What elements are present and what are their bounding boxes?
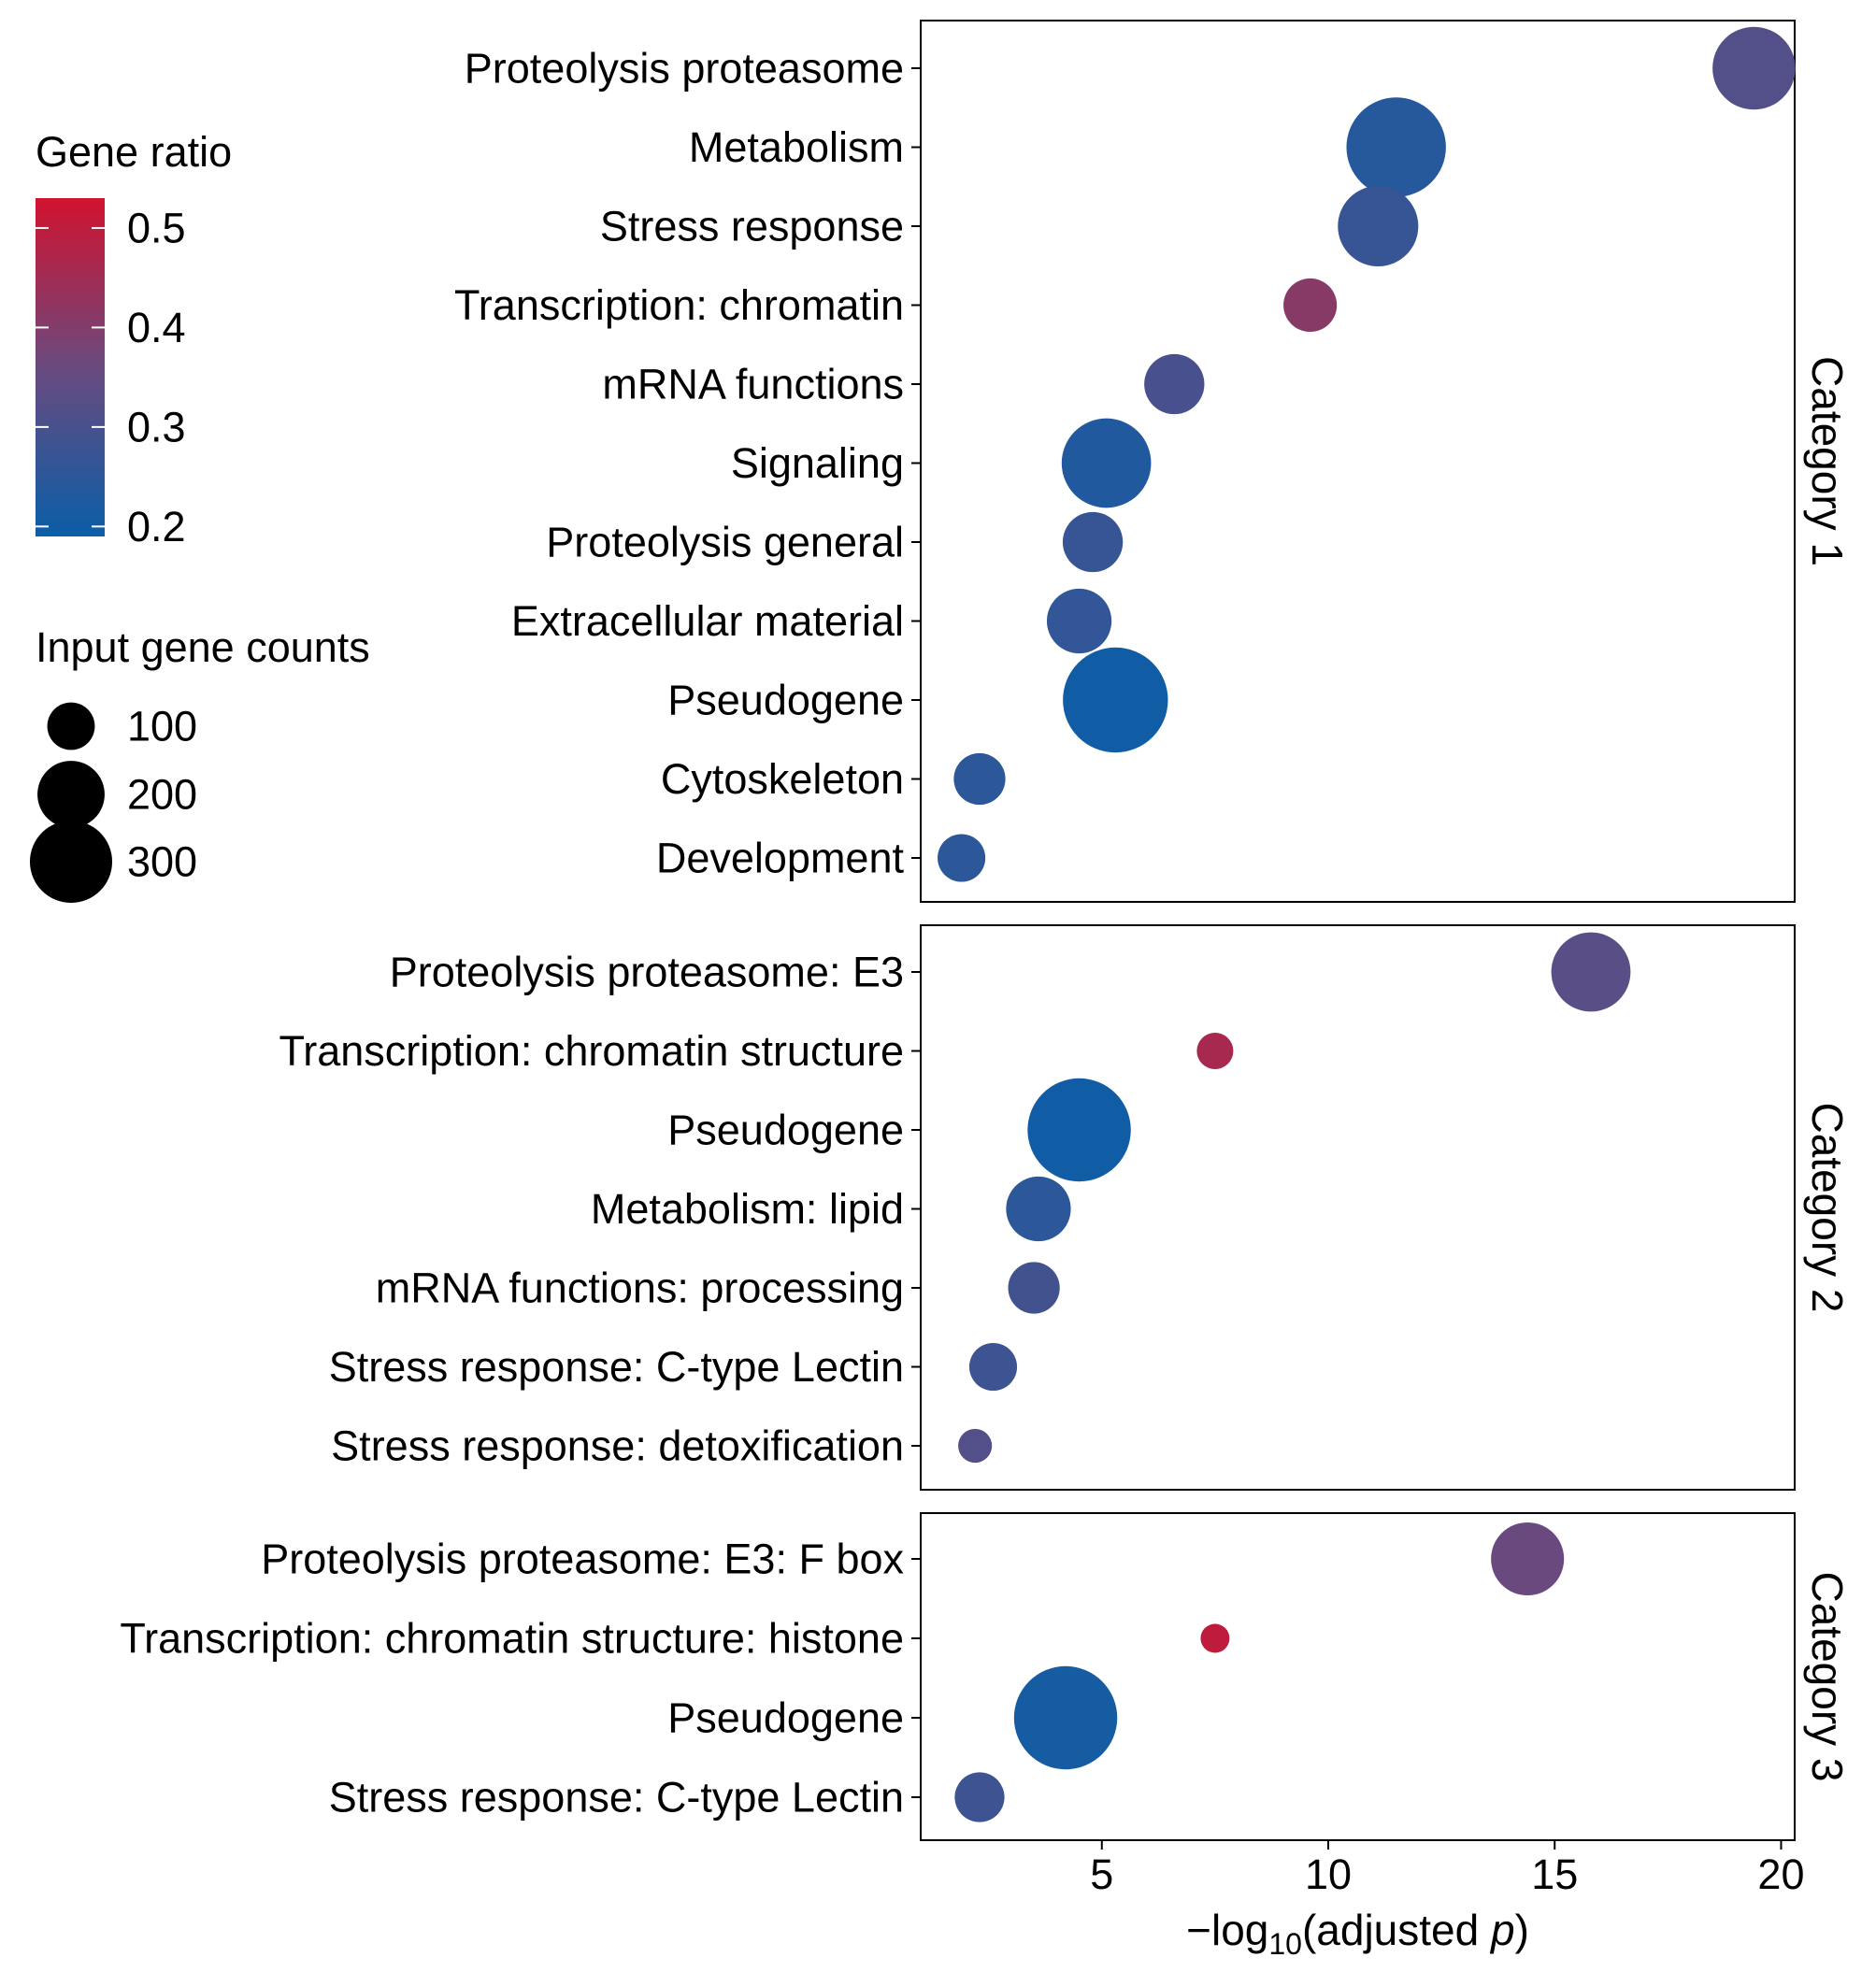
y-tick-label: Proteolysis general <box>546 519 904 566</box>
x-axis-title: −log10(adjusted p) <box>1186 1906 1529 1961</box>
size-legend-title: Input gene counts <box>36 623 370 671</box>
data-point <box>954 1772 1005 1822</box>
data-point <box>1338 185 1419 267</box>
data-point <box>958 1428 993 1464</box>
data-point <box>1196 1032 1234 1070</box>
y-tick-label: Proteolysis proteasome <box>465 45 904 93</box>
data-point <box>1061 418 1152 508</box>
facet-panel-1: Proteolysis proteasome Metabolism Stress r… <box>454 20 1852 903</box>
y-tick-label: Development <box>656 835 905 882</box>
y-tick-label: Stress response <box>600 203 904 250</box>
data-point <box>1346 97 1446 197</box>
y-tick-label: Proteolysis proteasome: E3: F box <box>261 1536 904 1583</box>
y-tick-label: Extracellular material <box>511 597 904 645</box>
data-point <box>1063 647 1168 753</box>
data-point <box>1013 1665 1118 1770</box>
data-point <box>1551 932 1631 1012</box>
facet-panel-2: Proteolysis proteasome: E3 Transcription:… <box>279 924 1852 1491</box>
data-point <box>1027 1078 1131 1182</box>
data-point <box>1712 26 1796 110</box>
y-tick-label: Stress response: C-type Lectin <box>329 1343 904 1391</box>
data-point <box>1062 511 1124 573</box>
data-point <box>1046 588 1112 654</box>
size-legend-dot <box>29 820 113 904</box>
size-legend-label: 200 <box>127 771 197 819</box>
color-legend-title: Gene ratio <box>36 128 232 176</box>
facet-panel-3: Proteolysis proteasome: E3: F box Transcr… <box>120 1512 1852 1841</box>
y-tick-label: Stress response: C-type Lectin <box>329 1774 904 1822</box>
y-tick-label: mRNA functions: processing <box>376 1264 904 1312</box>
y-tick-label: Metabolism <box>689 123 904 171</box>
y-tick-label: Stress response: detoxification <box>331 1422 904 1470</box>
data-point <box>968 1342 1018 1392</box>
y-tick-label: Pseudogene <box>667 1107 904 1154</box>
y-tick-label: Pseudogene <box>667 677 904 724</box>
y-tick-label: mRNA functions <box>602 361 904 408</box>
facet-strip-label: Category 3 <box>1803 1571 1852 1781</box>
color-legend-label: 0.5 <box>127 204 186 251</box>
y-tick-label: Signaling <box>731 439 904 487</box>
size-legend-dot <box>47 702 95 750</box>
x-tick-label: 5 <box>1090 1850 1113 1898</box>
color-legend-label: 0.3 <box>127 403 186 450</box>
size-legend-label: 100 <box>127 703 197 750</box>
x-tick-label: 15 <box>1531 1850 1578 1898</box>
x-tick-label: 10 <box>1305 1850 1352 1898</box>
data-point <box>1283 278 1338 333</box>
facet-strip-label: Category 2 <box>1803 1102 1852 1312</box>
data-point <box>1491 1522 1565 1596</box>
y-tick-label: Transcription: chromatin structure <box>279 1027 904 1075</box>
size-legend-dot <box>37 761 105 828</box>
data-point <box>938 834 986 882</box>
size-legend-label: 300 <box>127 838 197 886</box>
y-tick-label: Transcription: chromatin structure: hist… <box>120 1615 904 1663</box>
x-tick-label: 20 <box>1757 1850 1804 1898</box>
y-tick-label: Pseudogene <box>667 1694 904 1742</box>
color-legend-label: 0.4 <box>127 304 186 351</box>
data-point <box>1200 1623 1230 1653</box>
data-point <box>1144 353 1205 415</box>
data-point <box>953 752 1006 806</box>
y-tick-label: Cytoskeleton <box>661 755 904 803</box>
y-tick-label: Proteolysis proteasome: E3 <box>390 949 904 996</box>
color-bar <box>36 198 105 536</box>
color-legend-label: 0.2 <box>127 503 186 550</box>
y-tick-label: Transcription: chromatin <box>454 281 904 329</box>
facet-strip-label: Category 1 <box>1803 356 1852 566</box>
y-tick-label: Metabolism: lipid <box>591 1185 904 1233</box>
data-point <box>1008 1262 1060 1314</box>
data-point <box>1006 1176 1071 1242</box>
legend: Gene ratio 0.5 0.4 0.3 0.2 Input gene counts 1… <box>29 128 370 904</box>
